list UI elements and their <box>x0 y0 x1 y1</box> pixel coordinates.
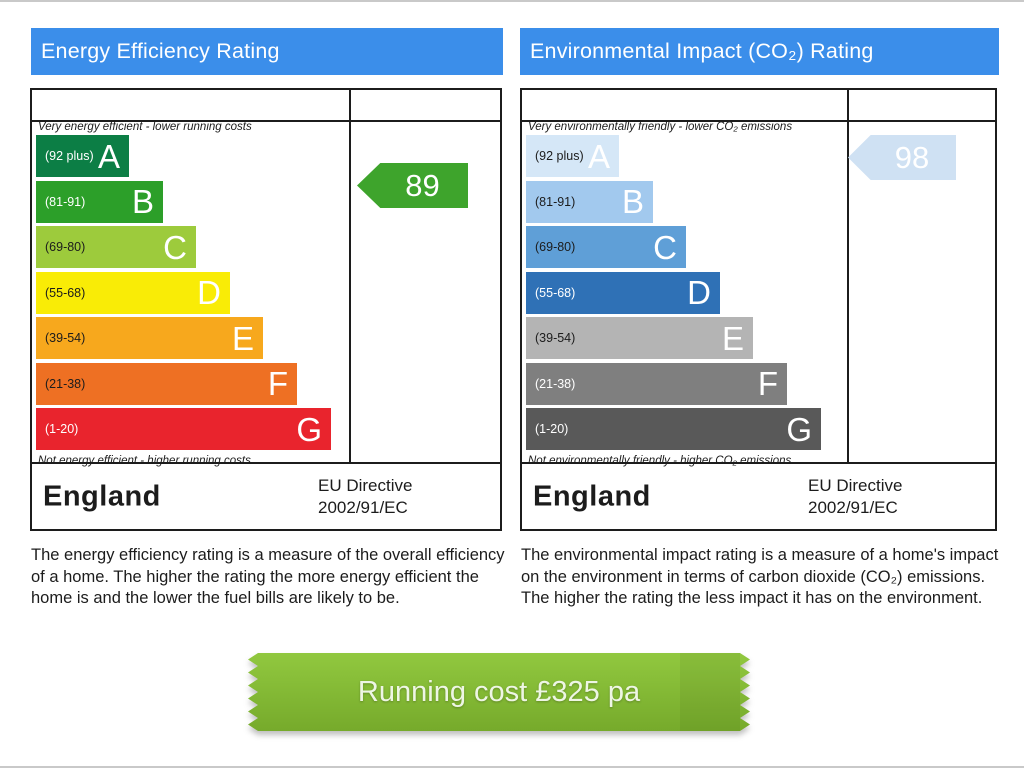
page-top-edge <box>0 0 1024 2</box>
current-rating-arrow: 98 <box>848 135 956 180</box>
rating-bands-area: Very energy efficient - lower running co… <box>36 120 346 468</box>
band-range-label: (21-38) <box>45 376 86 391</box>
eu-directive-line1: EU Directive <box>318 475 413 495</box>
table-footer-separator <box>522 462 995 464</box>
rating-band: (69-80) C <box>526 226 686 268</box>
band-letter: E <box>721 319 744 357</box>
environmental-rating-description: The environmental impact rating is a mea… <box>521 546 999 607</box>
band-letter: C <box>653 228 677 266</box>
band-letter: F <box>757 365 778 402</box>
rating-band: (69-80) C <box>36 226 196 268</box>
band-range-label: (69-80) <box>45 240 86 254</box>
energy-efficiency-chart: Very energy efficient - lower running co… <box>30 88 502 531</box>
eu-directive-label: EU Directive 2002/91/EC <box>318 475 412 519</box>
band-letter: G <box>296 410 322 448</box>
running-cost-label: Running cost £325 pa <box>357 676 641 708</box>
band-range-label: (39-54) <box>45 331 86 345</box>
band-letter: D <box>197 274 221 311</box>
band-range-label: (92 plus) <box>535 149 584 163</box>
eu-directive-label: EU Directive 2002/91/EC <box>808 475 902 519</box>
band-range-label: (1-20) <box>535 422 569 436</box>
energy-efficiency-header: Energy Efficiency Rating <box>31 28 503 75</box>
energy-rating-description: The energy efficiency rating is a measur… <box>31 546 505 607</box>
band-letter: B <box>131 183 154 220</box>
eu-directive-line2: 2002/91/EC <box>318 497 408 517</box>
region-label: England <box>533 480 651 512</box>
rating-band: (81-91) B <box>36 180 163 223</box>
eu-directive-line1: EU Directive <box>808 475 903 495</box>
running-cost-ribbon: Running cost £325 pa <box>248 653 750 731</box>
rating-band: (39-54) E <box>526 317 753 359</box>
table-footer: England EU Directive 2002/91/EC <box>32 464 500 529</box>
band-range-label: (55-68) <box>535 285 576 300</box>
rating-band: (55-68) D <box>526 271 720 314</box>
band-range-label: (21-38) <box>535 376 576 391</box>
rating-bands-area: Very environmentally friendly - lower CO… <box>526 120 836 468</box>
environmental-impact-header: Environmental Impact (CO₂) Rating <box>520 28 999 75</box>
rating-band: (92 plus) A <box>36 135 129 177</box>
ribbon-shape: Running cost £325 pa <box>248 653 750 731</box>
table-header-separator <box>32 120 500 122</box>
current-rating-arrow: 89 <box>357 163 468 208</box>
band-letter: F <box>267 365 288 402</box>
band-range-label: (92 plus) <box>45 149 94 163</box>
band-range-label: (69-80) <box>535 240 576 254</box>
eu-directive-line2: 2002/91/EC <box>808 497 898 517</box>
arrow-column-divider <box>349 90 351 464</box>
table-footer-separator <box>32 462 500 464</box>
table-footer: England EU Directive 2002/91/EC <box>522 464 995 529</box>
arrow-column-divider <box>847 90 849 464</box>
rating-band: (21-38) F <box>36 362 297 405</box>
band-letter: A <box>97 137 120 175</box>
band-range-label: (81-91) <box>45 194 86 209</box>
rating-band: (92 plus) A <box>526 135 619 177</box>
band-range-label: (81-91) <box>535 194 576 209</box>
band-letter: D <box>687 274 711 311</box>
band-range-label: (39-54) <box>535 331 576 345</box>
band-range-label: (55-68) <box>45 285 86 300</box>
rating-band: (39-54) E <box>36 317 263 359</box>
region-label: England <box>43 480 161 512</box>
page-bottom-edge <box>0 766 1024 768</box>
not-efficient-caption: Not energy efficient - higher running co… <box>38 454 251 467</box>
rating-band: (55-68) D <box>36 271 230 314</box>
not-friendly-caption: Not environmentally friendly - higher CO… <box>528 454 792 467</box>
rating-band: (81-91) B <box>526 180 653 223</box>
environmental-impact-chart: Very environmentally friendly - lower CO… <box>520 88 997 531</box>
rating-band: (1-20) G <box>526 408 821 450</box>
rating-band: (1-20) G <box>36 408 331 450</box>
band-range-label: (1-20) <box>45 422 79 436</box>
efficient-caption: Very energy efficient - lower running co… <box>38 121 252 133</box>
band-letter: G <box>786 410 812 448</box>
ribbon-fold <box>680 653 740 731</box>
band-letter: A <box>587 137 610 175</box>
rating-band: (21-38) F <box>526 362 787 405</box>
band-letter: E <box>231 319 254 357</box>
friendly-caption: Very environmentally friendly - lower CO… <box>528 121 793 133</box>
table-header-separator <box>522 120 995 122</box>
band-letter: B <box>621 183 644 220</box>
band-letter: C <box>163 228 187 266</box>
